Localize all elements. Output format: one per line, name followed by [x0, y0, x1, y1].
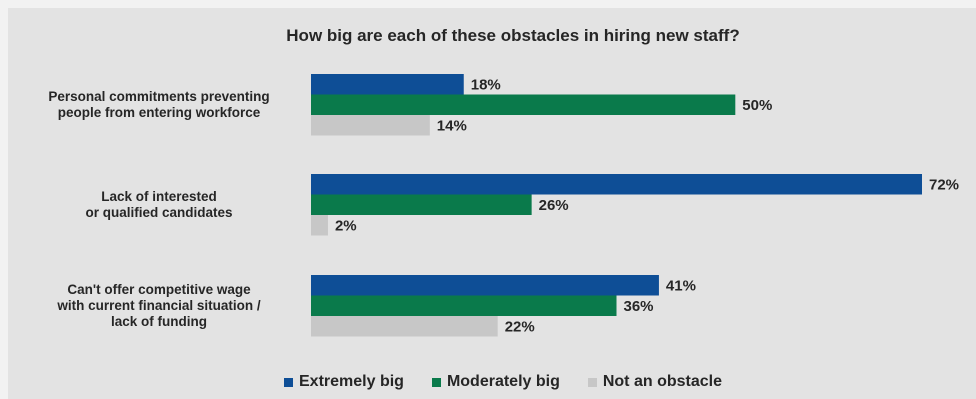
- data-label: 41%: [666, 278, 696, 295]
- category-label: Personal commitments preventing people fr…: [20, 89, 298, 121]
- bar-extremely-big: [311, 74, 464, 95]
- data-label: 22%: [505, 319, 535, 336]
- bar-moderately-big: [311, 295, 617, 316]
- chart-title: How big are each of these obstacles in h…: [286, 26, 740, 45]
- category-label: Lack of interested or qualified candidate…: [20, 189, 298, 221]
- category-label: Can't offer competitive wage with current…: [20, 282, 298, 330]
- legend-label-extremely-big: Extremely big: [299, 373, 404, 390]
- bar-extremely-big: [311, 275, 659, 296]
- legend-label-moderately-big: Moderately big: [446, 373, 560, 390]
- bar-moderately-big: [311, 94, 736, 115]
- legend-item-moderately-big: Moderately big: [431, 373, 560, 391]
- legend-item-not-an-obstacle: Not an obstacle: [587, 373, 722, 391]
- chart-legend: Extremely big Moderately big Not an obst…: [0, 373, 976, 391]
- data-label: 26%: [539, 197, 569, 214]
- category-label-line: lack of funding: [111, 313, 207, 329]
- data-label: 14%: [437, 118, 467, 135]
- bar-not-an-obstacle: [311, 115, 430, 136]
- bar-not-an-obstacle: [311, 316, 498, 337]
- bar-not-an-obstacle: [311, 215, 328, 236]
- legend-swatch-extremely-big: [284, 377, 293, 387]
- category-label-line: Personal commitments preventing: [48, 88, 270, 104]
- category-label-line: Lack of interested: [101, 188, 217, 204]
- category-label-line: with current financial situation /: [57, 297, 261, 313]
- legend-swatch-moderately-big: [431, 377, 441, 387]
- category-label-line: people from entering workforce: [57, 104, 261, 120]
- data-label: 36%: [624, 298, 654, 315]
- legend-swatch-not-an-obstacle: [587, 377, 597, 387]
- bar-extremely-big: [311, 174, 922, 195]
- data-label: 72%: [929, 177, 959, 194]
- data-label: 2%: [335, 218, 357, 235]
- data-label: 50%: [742, 97, 772, 114]
- data-label: 18%: [471, 77, 501, 94]
- category-label-line: or qualified candidates: [85, 204, 233, 220]
- legend-label-not-an-obstacle: Not an obstacle: [602, 373, 722, 390]
- bar-moderately-big: [311, 194, 532, 215]
- legend-item-extremely-big: Extremely big: [284, 373, 404, 391]
- category-label-line: Can't offer competitive wage: [67, 281, 251, 297]
